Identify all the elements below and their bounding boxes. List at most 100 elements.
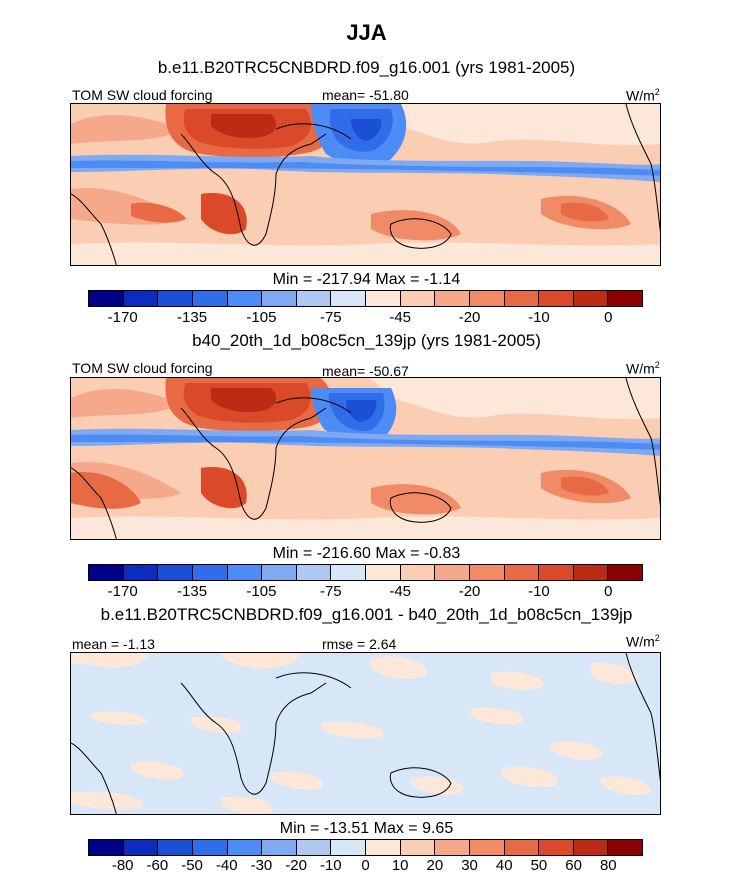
panel-1-subtitle: b.e11.B20TRC5CNBDRD.f09_g16.001 (yrs 198… bbox=[157, 58, 576, 77]
colorbar-swatch bbox=[608, 565, 642, 580]
colorbar-swatch bbox=[296, 840, 332, 855]
colorbar-swatch bbox=[504, 291, 540, 306]
colorbar-tick-label: -10 bbox=[528, 309, 550, 326]
colorbar-swatch bbox=[296, 565, 332, 580]
colorbar-swatch bbox=[366, 565, 401, 580]
colorbar-tick-label: -30 bbox=[250, 857, 273, 874]
colorbar-tick-label: -135 bbox=[177, 309, 208, 326]
colorbar-swatch bbox=[504, 840, 540, 855]
colorbar-swatch bbox=[192, 291, 228, 306]
panel-3-rmse-label: rmse = 2.64 bbox=[322, 636, 397, 652]
colorbar-tick-label: -45 bbox=[389, 583, 412, 600]
colorbar-tick-label: 50 bbox=[530, 857, 548, 874]
colorbar-tick-label: -20 bbox=[458, 583, 481, 600]
colorbar-tick-label: 20 bbox=[426, 857, 444, 874]
colorbar-tick-label: 30 bbox=[461, 857, 478, 874]
panel-2-map-field bbox=[71, 378, 660, 539]
colorbar-tick-label: -40 bbox=[215, 857, 238, 874]
colorbar-swatch bbox=[608, 291, 642, 306]
panel-2-mean-label: mean= -50.67 bbox=[322, 363, 409, 379]
colorbar-swatch bbox=[158, 565, 193, 580]
colorbar-swatch bbox=[573, 840, 609, 855]
colorbar-swatch bbox=[158, 291, 193, 306]
colorbar-tick-label: 10 bbox=[391, 857, 409, 874]
colorbar-swatch bbox=[469, 565, 505, 580]
colorbar-swatch bbox=[573, 291, 609, 306]
colorbar-swatch bbox=[331, 565, 366, 580]
colorbar-swatch bbox=[435, 565, 470, 580]
colorbar-swatch bbox=[227, 291, 263, 306]
colorbar-swatch bbox=[192, 565, 228, 580]
colorbar-tick-label: -105 bbox=[246, 309, 277, 326]
colorbar-tick-label: -50 bbox=[181, 857, 203, 874]
panel-3-colorbar bbox=[88, 839, 643, 856]
colorbar-tick-label: -60 bbox=[146, 857, 169, 874]
colorbar-swatch bbox=[262, 565, 297, 580]
colorbar-swatch bbox=[296, 291, 332, 306]
panel-1-colorbar-ticks: -170 -135 -105 -75 -45 -20 -10 0 bbox=[88, 309, 643, 327]
colorbar-swatch bbox=[262, 840, 297, 855]
colorbar-swatch bbox=[262, 291, 297, 306]
colorbar-tick-label: 40 bbox=[495, 857, 513, 874]
colorbar-tick-label: 80 bbox=[599, 857, 617, 874]
colorbar-tick-label: 0 bbox=[361, 857, 370, 874]
panel-1-map-field bbox=[71, 104, 660, 265]
colorbar-swatch bbox=[89, 565, 124, 580]
panel-2-units-label: W/m2 bbox=[626, 360, 660, 377]
colorbar-swatch bbox=[192, 840, 228, 855]
panel-3-minmax: Min = -13.51 Max = 9.65 bbox=[279, 820, 454, 837]
colorbar-swatch bbox=[469, 840, 505, 855]
panel-3-subtitle: b.e11.B20TRC5CNBDRD.f09_g16.001 - b40_20… bbox=[100, 605, 633, 624]
panel-1-minmax: Min = -217.94 Max = -1.14 bbox=[272, 271, 461, 288]
colorbar-swatch bbox=[608, 840, 642, 855]
colorbar-swatch bbox=[504, 565, 540, 580]
colorbar-tick-label: 60 bbox=[565, 857, 582, 874]
colorbar-tick-label: 0 bbox=[604, 309, 613, 326]
colorbar-swatch bbox=[400, 291, 436, 306]
panel-2-variable-label: TOM SW cloud forcing bbox=[72, 360, 213, 376]
colorbar-swatch bbox=[89, 291, 124, 306]
panel-1-units-label: W/m2 bbox=[626, 87, 660, 104]
panel-1-colorbar bbox=[88, 290, 643, 307]
panel-3-mean-label: mean = -1.13 bbox=[72, 636, 155, 652]
colorbar-swatch bbox=[366, 291, 401, 306]
colorbar-swatch bbox=[400, 840, 436, 855]
colorbar-swatch bbox=[539, 565, 574, 580]
colorbar-swatch bbox=[435, 291, 470, 306]
colorbar-swatch bbox=[331, 840, 366, 855]
colorbar-tick-label: 0 bbox=[604, 583, 613, 600]
colorbar-swatch bbox=[366, 840, 401, 855]
colorbar-tick-label: -10 bbox=[319, 857, 342, 874]
panel-3-map-field bbox=[71, 653, 660, 814]
panel-2-colorbar-ticks: -170 -135 -105 -75 -45 -20 -10 0 bbox=[88, 583, 643, 601]
panel-3-units-label: W/m2 bbox=[626, 633, 660, 650]
colorbar-swatch bbox=[539, 291, 574, 306]
panel-2-map bbox=[70, 377, 661, 540]
colorbar-swatch bbox=[539, 840, 574, 855]
colorbar-tick-label: -170 bbox=[107, 309, 138, 326]
colorbar-tick-label: -20 bbox=[458, 309, 481, 326]
colorbar-tick-label: -45 bbox=[389, 309, 412, 326]
colorbar-tick-label: -135 bbox=[177, 583, 208, 600]
colorbar-swatch bbox=[227, 565, 263, 580]
colorbar-tick-label: -170 bbox=[107, 583, 138, 600]
colorbar-swatch bbox=[158, 840, 193, 855]
colorbar-swatch bbox=[123, 291, 159, 306]
colorbar-swatch bbox=[123, 840, 159, 855]
colorbar-swatch bbox=[227, 840, 263, 855]
colorbar-swatch bbox=[123, 565, 159, 580]
panel-2-colorbar bbox=[88, 564, 643, 581]
panel-1-mean-label: mean= -51.80 bbox=[322, 87, 409, 103]
colorbar-swatch bbox=[89, 840, 124, 855]
panel-1-variable-label: TOM SW cloud forcing bbox=[72, 87, 213, 103]
colorbar-tick-label: -80 bbox=[111, 857, 134, 874]
colorbar-swatch bbox=[400, 565, 436, 580]
colorbar-tick-label: -10 bbox=[528, 583, 550, 600]
colorbar-swatch bbox=[469, 291, 505, 306]
panel-3-colorbar-ticks: -80 -60 -50 -40 -30 -20 -10 0 10 20 30 40 50 60 80 bbox=[88, 857, 643, 875]
colorbar-swatch bbox=[435, 840, 470, 855]
page-title: JJA bbox=[346, 20, 387, 45]
colorbar-tick-label: -75 bbox=[319, 309, 342, 326]
colorbar-tick-label: -105 bbox=[246, 583, 277, 600]
panel-3-map bbox=[70, 652, 661, 815]
